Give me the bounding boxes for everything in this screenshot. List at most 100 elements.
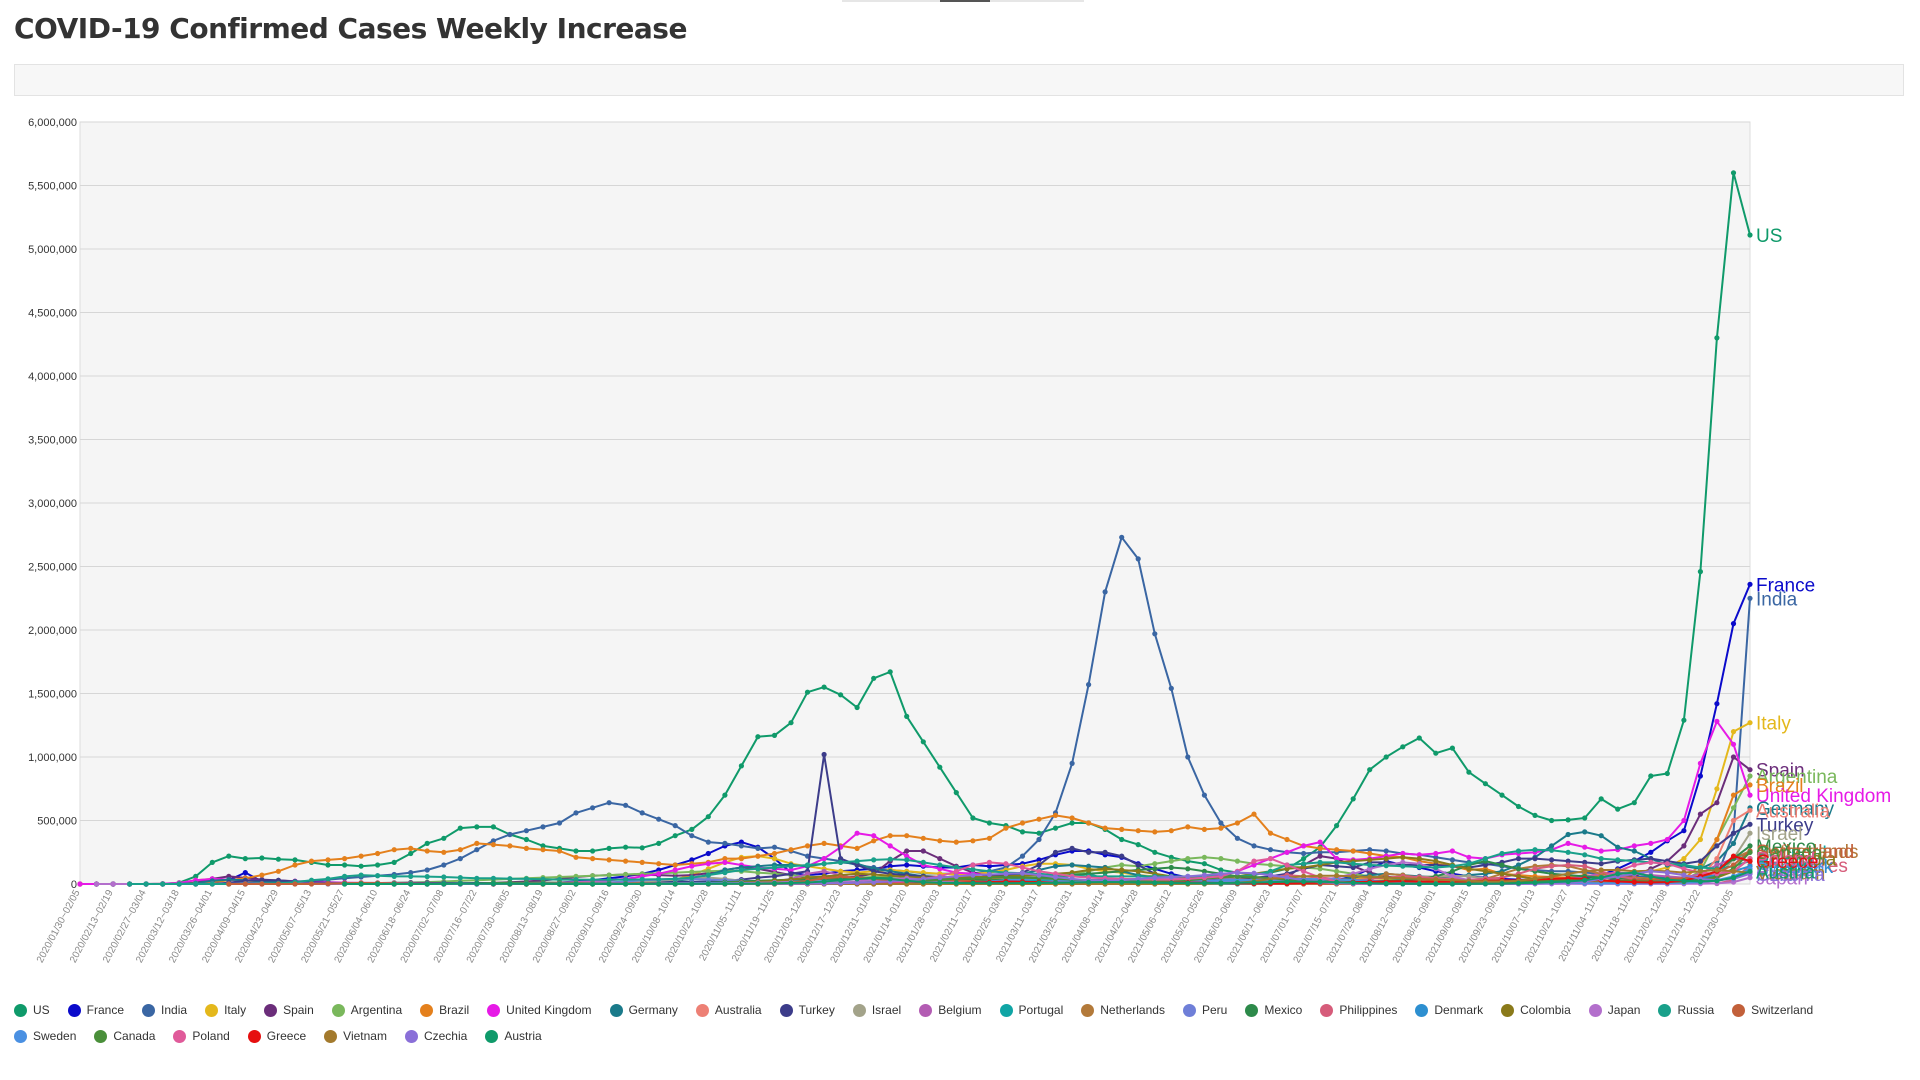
data-point (606, 881, 612, 887)
legend-item[interactable]: Switzerland (1732, 1002, 1813, 1018)
filter-bar[interactable] (14, 64, 1904, 96)
data-point (1218, 867, 1224, 873)
data-point (1185, 880, 1191, 886)
data-point (1019, 829, 1026, 835)
series-end-label: Brazil (1756, 776, 1804, 797)
data-point (970, 872, 976, 878)
data-point (656, 871, 662, 877)
data-point (1697, 773, 1703, 779)
data-point (1218, 820, 1224, 826)
legend-item[interactable]: Denmark (1415, 1002, 1483, 1018)
data-point (705, 872, 711, 878)
legend-item[interactable]: Colombia (1501, 1002, 1571, 1018)
data-point (1019, 864, 1026, 871)
data-point (689, 863, 695, 869)
data-point (1681, 872, 1687, 878)
data-point (887, 833, 893, 839)
data-point (556, 881, 563, 887)
legend-item[interactable]: Canada (94, 1028, 155, 1044)
data-point (1565, 871, 1571, 877)
data-point (1284, 875, 1290, 881)
data-point (904, 848, 910, 854)
legend-item[interactable]: Netherlands (1081, 1002, 1165, 1018)
legend-item[interactable]: Germany (609, 1002, 678, 1018)
data-point (1367, 767, 1373, 773)
data-point (1697, 836, 1703, 843)
series-end-label: Italy (1756, 714, 1791, 735)
data-point (507, 831, 513, 838)
data-point (639, 810, 645, 816)
data-point (1631, 870, 1637, 876)
data-point (1681, 856, 1687, 862)
legend-swatch (1081, 1003, 1095, 1017)
legend-item[interactable]: India (142, 1002, 187, 1018)
data-point (1119, 836, 1125, 843)
data-point (1400, 863, 1406, 869)
legend-item[interactable]: Czechia (404, 1028, 467, 1044)
data-point (1152, 866, 1158, 872)
data-point (1052, 880, 1059, 886)
data-point (1317, 859, 1323, 866)
legend-swatch (487, 1003, 501, 1017)
data-point (1565, 817, 1571, 823)
legend-item[interactable]: Greece (247, 1028, 306, 1044)
data-point (523, 836, 530, 843)
legend-item[interactable]: Turkey (779, 1002, 835, 1018)
legend-item[interactable]: Russia (1658, 1002, 1714, 1018)
data-point (623, 802, 629, 808)
data-point (1582, 852, 1588, 858)
data-point (1185, 856, 1191, 862)
legend-item[interactable]: US (14, 1002, 50, 1018)
data-point (1582, 863, 1588, 869)
top-tab-active-indicator[interactable] (940, 0, 990, 2)
legend-item[interactable]: United Kingdom (487, 1002, 592, 1018)
data-point (1631, 843, 1637, 849)
legend-swatch (94, 1029, 108, 1043)
legend-item[interactable]: Mexico (1245, 1002, 1302, 1018)
data-point (490, 842, 496, 848)
data-point (1334, 879, 1340, 885)
legend-item[interactable]: Spain (264, 1002, 314, 1018)
legend-item[interactable]: Belgium (919, 1002, 982, 1018)
legend-item[interactable]: Austria (485, 1028, 542, 1044)
data-point (193, 881, 199, 887)
legend-item[interactable]: Sweden (14, 1028, 76, 1044)
legend-item[interactable]: Philippines (1320, 1002, 1397, 1018)
data-point (1747, 773, 1753, 779)
data-point (1549, 857, 1555, 863)
data-point (1152, 631, 1158, 637)
data-point (838, 877, 844, 883)
data-point (1433, 877, 1439, 883)
data-point (424, 848, 430, 854)
data-point (1730, 729, 1737, 735)
series-end-label: Turkey (1756, 815, 1814, 836)
data-point (474, 840, 480, 847)
data-point (1234, 880, 1240, 886)
legend-label: Sweden (33, 1029, 77, 1043)
data-point (1301, 856, 1307, 862)
legend-item[interactable]: France (67, 1002, 124, 1018)
legend-item[interactable]: Brazil (420, 1002, 469, 1018)
legend-item[interactable]: Poland (173, 1028, 230, 1044)
legend-swatch (14, 1003, 27, 1017)
data-point (275, 868, 281, 874)
data-point (722, 881, 728, 887)
legend-item[interactable]: Portugal (999, 1002, 1063, 1018)
legend-item[interactable]: Peru (1182, 1002, 1227, 1018)
data-point (127, 881, 133, 887)
data-point (606, 845, 612, 852)
legend-item[interactable]: Australia (695, 1002, 762, 1018)
data-point (1383, 856, 1389, 862)
data-point (986, 835, 993, 841)
data-point (1697, 569, 1703, 575)
data-point (1152, 880, 1158, 886)
legend-item[interactable]: Vietnam (324, 1028, 387, 1044)
legend-item[interactable]: Italy (205, 1002, 246, 1018)
data-point (937, 838, 943, 844)
data-point (1234, 835, 1240, 841)
legend-item[interactable]: Japan (1588, 1002, 1640, 1018)
data-point (1367, 857, 1373, 863)
legend-item[interactable]: Argentina (331, 1002, 402, 1018)
data-point (986, 820, 993, 826)
legend-item[interactable]: Israel (852, 1002, 901, 1018)
